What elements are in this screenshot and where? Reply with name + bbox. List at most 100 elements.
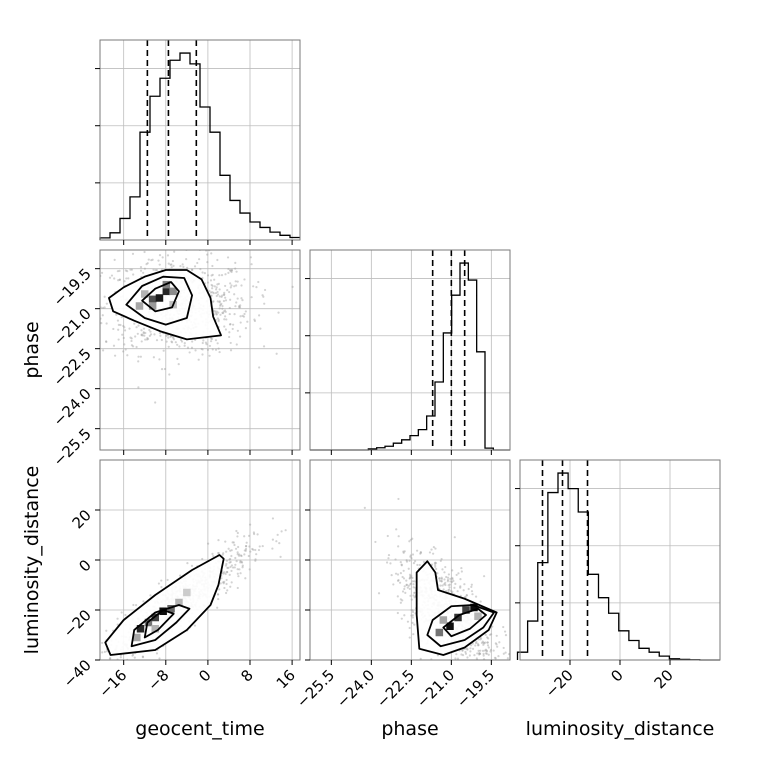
scatter-point	[403, 587, 406, 591]
scatter-point	[394, 558, 397, 561]
scatter-point	[236, 535, 239, 538]
scatter-point	[220, 295, 223, 299]
scatter-point	[461, 654, 465, 657]
scatter-point	[409, 583, 412, 586]
scatter-point	[399, 601, 402, 604]
scatter-point	[234, 267, 237, 270]
scatter-point	[397, 535, 400, 538]
scatter-point	[221, 294, 224, 297]
scatter-point	[459, 578, 462, 581]
scatter-point	[219, 313, 222, 316]
scatter-point	[172, 338, 176, 341]
pair-geocent_time-phase	[47, 250, 294, 404]
scatter-point	[86, 682, 88, 684]
scatter-point	[119, 323, 122, 327]
scatter-point	[486, 641, 489, 644]
scatter-point	[201, 557, 204, 561]
scatter-point	[176, 357, 179, 360]
scatter-point	[262, 345, 266, 348]
scatter-point	[160, 268, 164, 271]
scatter-point	[227, 271, 230, 274]
scatter-point	[363, 506, 366, 509]
scatter-point	[240, 554, 243, 558]
scatter-point	[401, 599, 404, 602]
scatter-point	[222, 310, 225, 313]
scatter-point	[227, 566, 230, 569]
scatter-point	[449, 667, 451, 669]
tick-label-y: 20	[69, 506, 95, 532]
scatter-point	[483, 642, 486, 645]
scatter-point	[218, 350, 221, 354]
scatter-point	[229, 286, 232, 289]
scatter-point	[410, 557, 413, 560]
scatter-point	[47, 277, 49, 279]
scatter-point	[160, 368, 164, 371]
scatter-point	[105, 650, 109, 653]
scatter-point	[439, 559, 442, 563]
scatter-point	[413, 591, 416, 595]
scatter-point	[400, 563, 403, 566]
scatter-point	[37, 703, 39, 705]
scatter-point	[496, 645, 499, 648]
contour-level-1	[108, 269, 222, 341]
scatter-point	[214, 291, 218, 295]
scatter-point	[116, 617, 119, 620]
scatter-point	[215, 313, 218, 316]
scatter-point	[257, 548, 261, 552]
scatter-point	[463, 583, 466, 586]
scatter-point	[133, 656, 136, 659]
scatter-point	[238, 335, 242, 338]
scatter-point	[443, 571, 446, 574]
scatter-point	[211, 273, 214, 276]
scatter-point	[145, 338, 149, 341]
scatter-point	[487, 646, 490, 649]
scatter-point	[495, 643, 498, 646]
scatter-point	[168, 373, 171, 376]
scatter-point	[486, 641, 489, 644]
tick-label-y: −40	[60, 656, 95, 691]
pair-phase-luminosity_distance	[363, 497, 510, 669]
scatter-point	[135, 345, 138, 349]
scatter-point	[101, 314, 104, 317]
scatter-point	[416, 563, 419, 567]
scatter-point	[226, 289, 229, 292]
tick-label-x: −20	[542, 666, 577, 701]
scatter-point	[216, 593, 220, 596]
scatter-point	[488, 633, 492, 636]
density-cell	[151, 613, 160, 622]
scatter-point	[93, 671, 95, 673]
scatter-point	[256, 533, 259, 536]
scatter-point	[109, 657, 112, 660]
scatter-point	[167, 336, 170, 339]
scatter-point	[498, 641, 501, 644]
scatter-point	[223, 291, 226, 294]
scatter-point	[194, 349, 197, 352]
density-cell	[162, 287, 171, 296]
scatter-point	[245, 544, 248, 548]
scatter-point	[478, 663, 480, 665]
scatter-point	[230, 569, 233, 573]
scatter-point	[100, 271, 104, 274]
scatter-point	[411, 614, 414, 617]
density-cell	[155, 294, 164, 302]
scatter-point	[434, 565, 437, 568]
scatter-point	[129, 336, 132, 339]
scatter-point	[232, 323, 235, 326]
scatter-point	[479, 649, 482, 652]
scatter-point	[190, 564, 194, 567]
scatter-point	[413, 560, 417, 563]
scatter-point	[220, 577, 223, 580]
scatter-point	[258, 314, 261, 317]
scatter-point	[214, 348, 218, 351]
scatter-point	[214, 339, 218, 342]
scatter-point	[235, 560, 238, 563]
scatter-point	[145, 263, 148, 266]
scatter-point	[210, 337, 214, 341]
scatter-point	[210, 274, 213, 277]
scatter-point	[419, 552, 422, 555]
scatter-point	[236, 551, 239, 554]
scatter-point	[124, 269, 127, 272]
scatter-point	[222, 572, 225, 575]
scatter-point	[258, 545, 261, 548]
scatter-point	[232, 541, 235, 544]
